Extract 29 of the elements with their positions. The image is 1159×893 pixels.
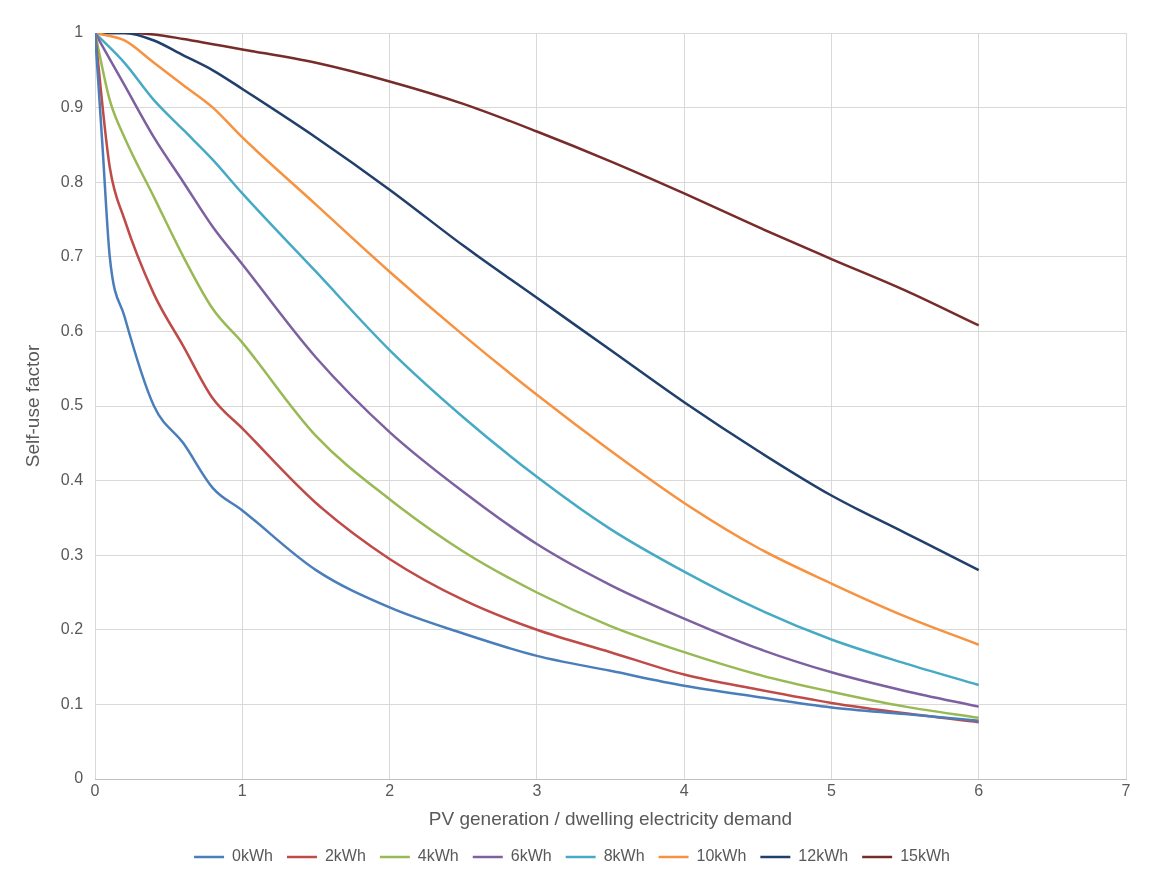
- y-tick-label: 0.5: [60, 396, 84, 414]
- x-tick-label: 1: [237, 782, 247, 800]
- legend-label: 4kWh: [417, 847, 459, 865]
- x-tick-label: 4: [679, 782, 689, 800]
- y-tick-label: 0.8: [60, 172, 84, 190]
- y-tick-label: 0.2: [60, 620, 84, 638]
- y-tick-label: 0.1: [60, 694, 84, 712]
- x-tick-label: 5: [826, 782, 836, 800]
- y-tick-label: 0.4: [60, 471, 84, 489]
- legend-label: 12kWh: [798, 847, 849, 865]
- y-tick-label: 0: [74, 769, 84, 787]
- x-tick-label: 2: [385, 782, 395, 800]
- legend-label: 8kWh: [603, 847, 645, 865]
- x-axis-title: PV generation / dwelling electricity demand: [428, 807, 793, 829]
- legend-label: 0kWh: [232, 847, 273, 865]
- y-tick-label: 0.6: [60, 321, 84, 339]
- x-tick-label: 6: [974, 782, 984, 800]
- x-tick-label: 7: [1121, 782, 1131, 800]
- legend-label: 2kWh: [324, 847, 366, 865]
- legend-label: 6kWh: [510, 847, 552, 865]
- y-tick-label: 0.3: [60, 545, 84, 563]
- legend-label: 10kWh: [696, 847, 747, 865]
- y-tick-label: 0.9: [60, 98, 84, 116]
- y-axis-title: Self-use factor: [21, 344, 43, 468]
- x-tick-label: 0: [90, 782, 100, 800]
- y-tick-label: 1: [74, 23, 84, 41]
- x-tick-label: 3: [532, 782, 542, 800]
- y-tick-label: 0.7: [60, 247, 84, 265]
- legend-label: 15kWh: [900, 847, 950, 865]
